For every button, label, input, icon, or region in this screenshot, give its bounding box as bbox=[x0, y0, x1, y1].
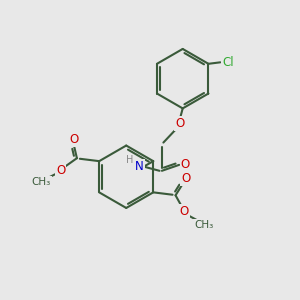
Text: N: N bbox=[135, 160, 144, 173]
Text: O: O bbox=[175, 117, 184, 130]
Text: O: O bbox=[181, 172, 190, 184]
Text: CH₃: CH₃ bbox=[194, 220, 213, 230]
Text: H: H bbox=[126, 155, 134, 165]
Text: O: O bbox=[180, 158, 190, 171]
Text: O: O bbox=[180, 205, 189, 218]
Text: O: O bbox=[69, 133, 79, 146]
Text: Cl: Cl bbox=[222, 56, 234, 69]
Text: CH₃: CH₃ bbox=[32, 177, 51, 187]
Text: O: O bbox=[56, 164, 65, 177]
